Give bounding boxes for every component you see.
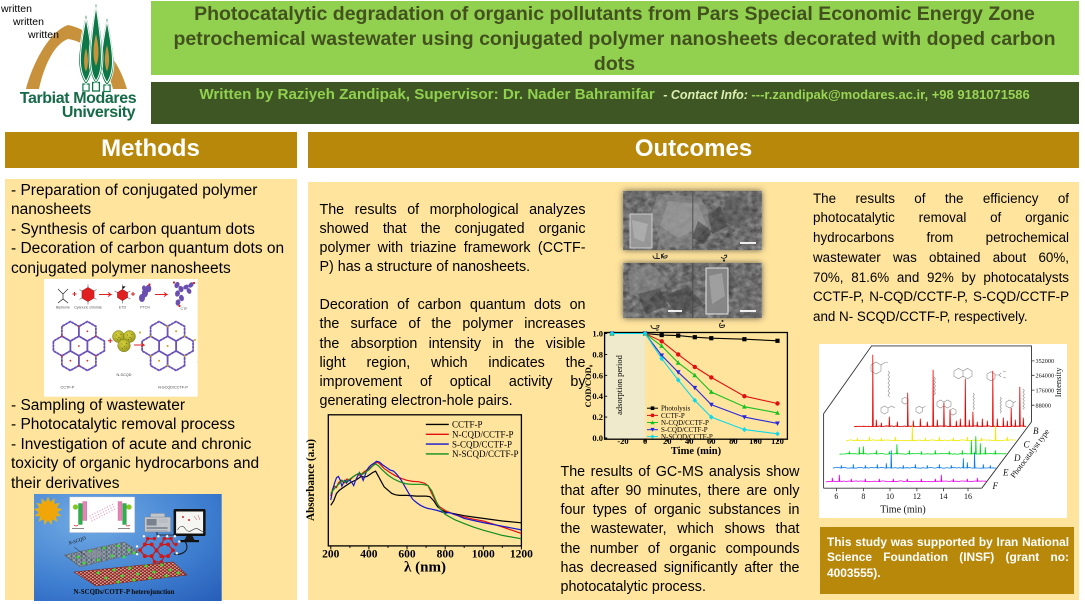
svg-text:Tarbiat Modares: Tarbiat Modares	[20, 90, 137, 107]
svg-text:D: D	[1013, 453, 1021, 463]
svg-text:Absorbance (a.u): Absorbance (a.u)	[305, 439, 317, 521]
svg-text:N-SCQD/CCTF-P: N-SCQD/CCTF-P	[661, 433, 713, 441]
svg-text:B: B	[1033, 426, 1039, 436]
svg-text:ETD: ETD	[119, 306, 127, 310]
svg-text:200: 200	[322, 549, 340, 561]
svg-text:N-SCQD/CCTF-P: N-SCQD/CCTF-P	[452, 449, 519, 459]
svg-text:CCTF-P: CCTF-P	[661, 412, 685, 420]
svg-text:Biphenie: Biphenie	[56, 306, 70, 310]
svg-text:1200: 1200	[510, 549, 533, 561]
svg-text:C: C	[1023, 439, 1030, 449]
svg-text:adsorption period: adsorption period	[614, 354, 624, 414]
svg-text:F: F	[991, 481, 998, 491]
svg-text:16: 16	[964, 492, 972, 501]
svg-text:S-CQD/CCTF-P: S-CQD/CCTF-P	[452, 439, 512, 449]
svg-text:Intensity: Intensity	[1053, 366, 1063, 396]
svg-text:0.6: 0.6	[592, 370, 603, 380]
svg-text:176000: 176000	[1035, 387, 1054, 394]
svg-text:Cyanuric chloride: Cyanuric chloride	[75, 306, 103, 310]
svg-text:CCTF-P: CCTF-P	[452, 420, 483, 430]
svg-text:λ (nm): λ (nm)	[404, 560, 446, 576]
svg-text:12: 12	[913, 492, 921, 501]
svg-text:60: 60	[707, 436, 716, 446]
svg-text:N-SCQD: N-SCQD	[68, 536, 88, 547]
svg-text:University: University	[62, 104, 136, 121]
svg-text:-20: -20	[617, 436, 628, 446]
svg-text:S-CQD/CCTF-P: S-CQD/CCTF-P	[661, 426, 708, 434]
svg-text:Photolysis: Photolysis	[661, 405, 690, 413]
svg-text:0.8: 0.8	[592, 349, 603, 359]
svg-text:CTF: CTF	[181, 307, 189, 311]
svg-text:40: 40	[685, 436, 694, 446]
svg-text:N-CQD/CCTF-P: N-CQD/CCTF-P	[452, 430, 514, 440]
svg-text:PTCN: PTCN	[141, 306, 151, 310]
svg-text:352000: 352000	[1035, 358, 1054, 365]
svg-text:1000: 1000	[472, 549, 495, 561]
svg-text:N-CQD/CCTF-P: N-CQD/CCTF-P	[661, 419, 709, 427]
svg-text:20: 20	[663, 436, 672, 446]
svg-text:264000: 264000	[1035, 372, 1054, 379]
svg-text:10: 10	[886, 492, 894, 501]
svg-text:0.0: 0.0	[592, 433, 603, 443]
svg-text:0.2: 0.2	[592, 412, 603, 422]
svg-text:88000: 88000	[1035, 402, 1050, 409]
svg-text:E: E	[1002, 467, 1009, 477]
svg-text:Time (min): Time (min)	[671, 446, 722, 457]
svg-text:80: 80	[729, 436, 738, 446]
svg-text:400: 400	[360, 549, 378, 561]
svg-text:100: 100	[749, 436, 762, 446]
svg-text:120: 120	[771, 436, 784, 446]
svg-text:8: 8	[861, 492, 865, 501]
svg-text:Time (min): Time (min)	[880, 504, 925, 515]
svg-text:1.0: 1.0	[592, 329, 603, 339]
svg-text:0.4: 0.4	[592, 391, 603, 401]
svg-text:6: 6	[834, 492, 838, 501]
svg-text:CCTF-P: CCTF-P	[61, 386, 75, 390]
svg-text:0: 0	[643, 436, 647, 446]
svg-text:N-SCQDs/COTF-P heterojunction: N-SCQDs/COTF-P heterojunction	[74, 589, 175, 596]
svg-text:N-SCQD: N-SCQD	[117, 373, 132, 377]
svg-text:600: 600	[398, 549, 416, 561]
svg-text:COD/COD₀: COD/COD₀	[585, 364, 593, 407]
svg-text:N-SCQD/CCTF-P: N-SCQD/CCTF-P	[158, 386, 188, 390]
svg-text:14: 14	[940, 492, 948, 501]
svg-text:800: 800	[437, 549, 455, 561]
